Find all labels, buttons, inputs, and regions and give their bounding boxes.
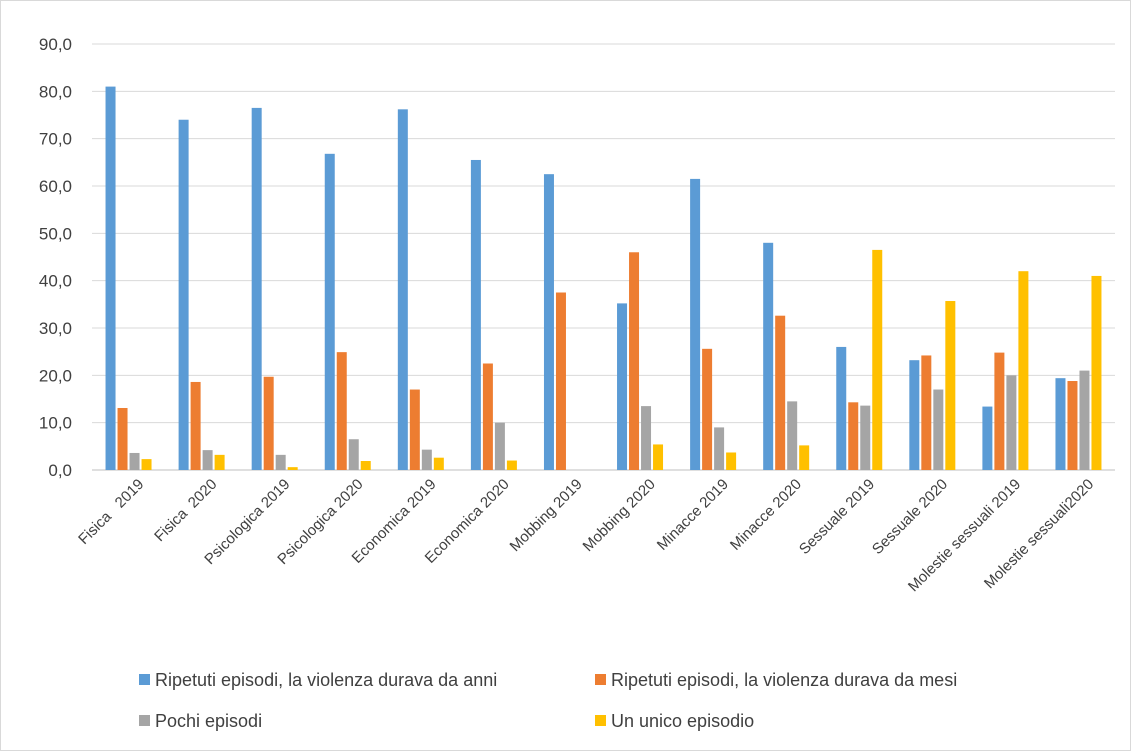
bar-2 <box>629 252 640 470</box>
bar-3 <box>348 439 359 470</box>
bar-3 <box>421 449 432 470</box>
bar-2 <box>555 292 566 470</box>
x-tick-label: Sessuale 2019 <box>796 476 878 558</box>
bar-4 <box>945 301 956 470</box>
bar-1 <box>909 360 920 470</box>
x-tick-label: Minacce 2019 <box>654 476 732 554</box>
bar-4 <box>287 467 298 470</box>
bar-2 <box>775 315 786 470</box>
y-tick-label: 80,0 <box>39 82 72 101</box>
x-tick-label: Minacce 2020 <box>727 476 805 554</box>
bar-4 <box>872 249 883 470</box>
bar-2 <box>263 376 274 470</box>
x-tick-label: Mobbing 2019 <box>507 476 586 555</box>
bar-2 <box>336 352 347 470</box>
y-tick-label: 30,0 <box>39 319 72 338</box>
y-tick-label: 90,0 <box>39 35 72 54</box>
bar-3 <box>933 389 944 470</box>
bar-2 <box>117 407 128 470</box>
legend-swatch-1 <box>139 674 150 685</box>
legend-label-2: Ripetuti episodi, la violenza durava da … <box>611 670 957 690</box>
bar-1 <box>1055 378 1066 470</box>
bar-1 <box>763 242 774 470</box>
bar-4 <box>433 457 444 470</box>
bar-1 <box>105 86 116 470</box>
bar-4 <box>360 461 371 470</box>
bar-1 <box>982 406 993 470</box>
legend: Ripetuti episodi, la violenza durava da … <box>139 670 957 731</box>
bar-1 <box>178 119 189 470</box>
y-tick-label: 60,0 <box>39 177 72 196</box>
x-tick-label: Sessuale 2020 <box>869 476 951 558</box>
bar-4 <box>1018 271 1029 470</box>
y-tick-label: 70,0 <box>39 130 72 149</box>
y-tick-label: 10,0 <box>39 414 72 433</box>
bar-2 <box>994 352 1005 470</box>
x-tick-label: Mobbing 2020 <box>580 476 659 555</box>
bars <box>105 86 1102 471</box>
bar-2 <box>1067 381 1078 470</box>
bar-2 <box>482 363 493 470</box>
y-axis: 0,0 10,0 20,0 30,0 40,0 50,0 60,0 70,0 80,0 90,0 <box>39 35 72 480</box>
bar-2 <box>409 389 420 470</box>
bar-4 <box>214 454 225 470</box>
gridlines <box>92 43 1115 471</box>
legend-swatch-3 <box>139 715 150 726</box>
bar-1 <box>397 109 408 470</box>
bar-3 <box>787 401 798 470</box>
bar-2 <box>190 381 201 470</box>
x-tick-label: Fisica 2019 <box>75 476 147 548</box>
legend-label-1: Ripetuti episodi, la violenza durava da … <box>155 670 497 690</box>
bar-1 <box>543 174 554 470</box>
bar-3 <box>275 454 286 470</box>
y-tick-label: 20,0 <box>39 366 72 385</box>
bar-3 <box>1006 375 1017 470</box>
bar-1 <box>251 107 262 471</box>
bar-1 <box>470 159 481 470</box>
bar-4 <box>726 452 737 470</box>
y-tick-label: 50,0 <box>39 224 72 243</box>
bar-4 <box>506 460 517 470</box>
bar-3 <box>202 450 213 470</box>
legend-label-3: Pochi episodi <box>155 711 262 731</box>
bar-2 <box>848 402 859 470</box>
legend-swatch-4 <box>595 715 606 726</box>
bar-4 <box>799 445 810 470</box>
y-tick-label: 40,0 <box>39 272 72 291</box>
y-tick-label: 0,0 <box>48 461 72 480</box>
bar-2 <box>921 355 932 470</box>
bar-1 <box>324 153 335 470</box>
x-tick-label: Fisica 2020 <box>151 476 220 545</box>
bar-3 <box>494 422 505 470</box>
bar-3 <box>714 427 725 470</box>
bar-4 <box>141 459 152 470</box>
legend-swatch-2 <box>595 674 606 685</box>
bar-1 <box>836 346 847 470</box>
bar-3 <box>860 405 871 470</box>
bar-1 <box>617 303 628 470</box>
legend-label-4: Un unico episodio <box>611 711 754 731</box>
bar-4 <box>1091 275 1102 470</box>
bar-4 <box>653 444 664 470</box>
bar-2 <box>702 348 713 470</box>
bar-3 <box>129 452 140 470</box>
bar-3 <box>1079 370 1090 470</box>
bar-3 <box>641 406 652 470</box>
bar-1 <box>690 178 701 470</box>
